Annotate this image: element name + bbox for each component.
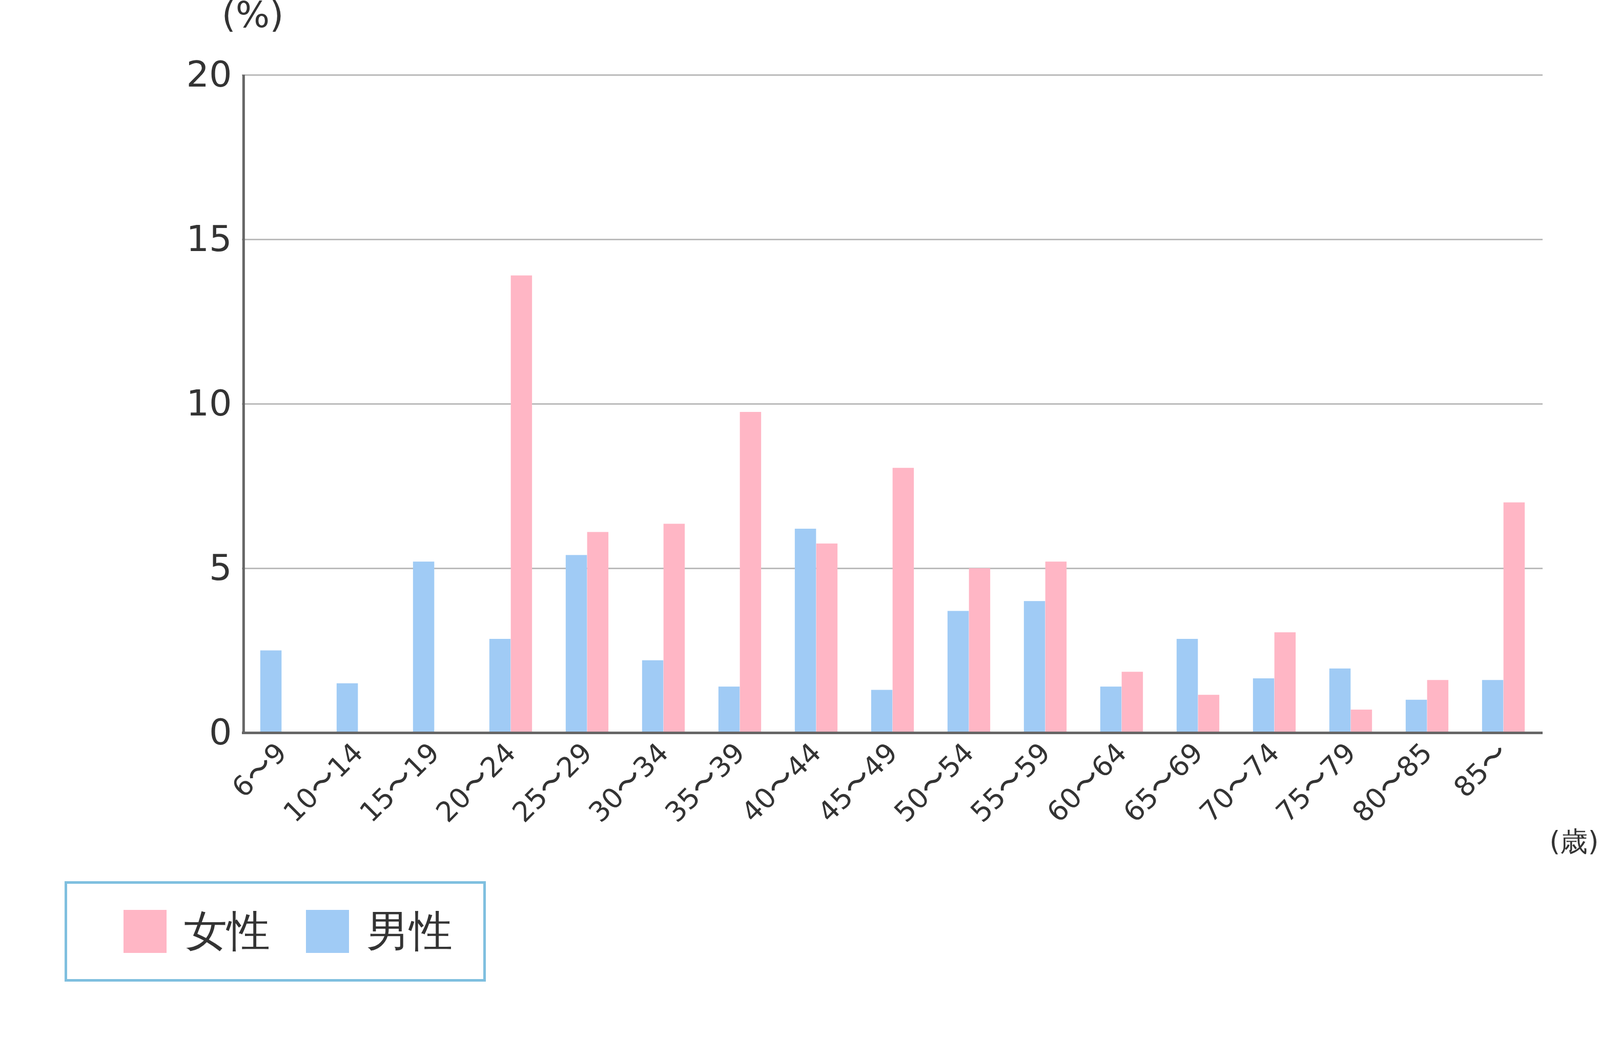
svg-text:60〜64: 60〜64 bbox=[1040, 736, 1133, 829]
svg-text:45〜49: 45〜49 bbox=[811, 736, 904, 829]
svg-text:15〜19: 15〜19 bbox=[353, 736, 446, 829]
html-text:女性: 女性 bbox=[183, 906, 271, 957]
svg-text:10〜14: 10〜14 bbox=[276, 736, 369, 829]
svg-text:5: 5 bbox=[209, 546, 233, 589]
svg-text:20: 20 bbox=[186, 53, 232, 96]
svg-text:15: 15 bbox=[186, 217, 232, 260]
svg-text:0: 0 bbox=[209, 711, 233, 754]
svg-text:(歳): (歳) bbox=[1549, 825, 1599, 858]
svg-text:50〜54: 50〜54 bbox=[887, 736, 980, 829]
svg-text:85〜: 85〜 bbox=[1447, 736, 1515, 804]
svg-text:20〜24: 20〜24 bbox=[429, 736, 522, 829]
svg-text:(%): (%) bbox=[221, 0, 284, 36]
svg-text:70〜74: 70〜74 bbox=[1193, 736, 1286, 829]
svg-text:30〜34: 30〜34 bbox=[582, 736, 675, 829]
svg-text:55〜59: 55〜59 bbox=[963, 736, 1057, 829]
svg-text:10: 10 bbox=[186, 382, 232, 425]
svg-text:65〜69: 65〜69 bbox=[1116, 736, 1209, 829]
svg-text:35〜39: 35〜39 bbox=[658, 736, 751, 829]
svg-text:40〜44: 40〜44 bbox=[734, 736, 828, 829]
svg-text:80〜85: 80〜85 bbox=[1345, 736, 1439, 829]
svg-text:25〜29: 25〜29 bbox=[505, 736, 599, 829]
svg-text:75〜79: 75〜79 bbox=[1269, 736, 1362, 829]
svg-text:6〜9: 6〜9 bbox=[225, 736, 293, 804]
html-text:男性: 男性 bbox=[366, 906, 453, 957]
